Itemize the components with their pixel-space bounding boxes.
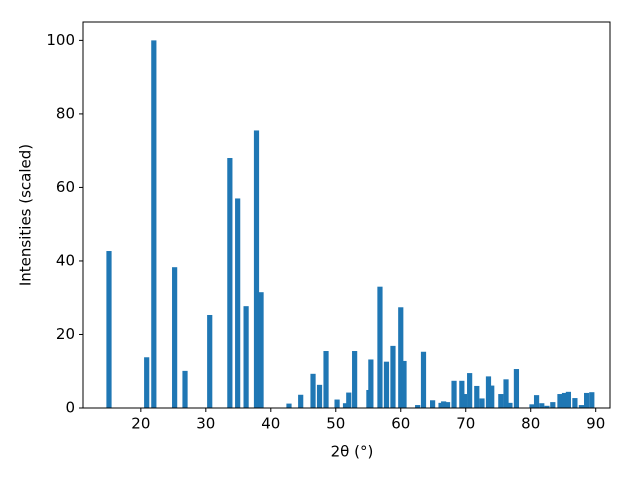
bar [323,351,329,408]
bar [346,392,352,408]
bar [383,361,390,408]
x-tick-label: 60 [391,415,410,433]
bar [377,286,383,408]
bar [513,369,520,408]
bar [415,405,421,408]
bar [589,392,595,408]
x-tick-label: 90 [586,415,605,433]
y-tick-label: 20 [56,325,75,343]
bar [498,394,504,408]
bar [258,292,264,408]
bar [227,158,233,408]
bar [207,314,213,408]
y-axis-label: Intensities (scaled) [17,144,35,286]
bar [533,395,540,408]
bar [316,384,323,408]
x-tick-label: 30 [196,415,215,433]
bar [235,198,241,408]
bar [474,385,480,408]
y-tick-label: 40 [56,251,75,269]
bar [444,402,451,408]
y-tick-label: 100 [46,31,75,49]
x-tick-label: 20 [131,415,150,433]
bar [342,403,349,408]
bar [557,394,563,408]
bar [172,267,178,408]
bar [503,379,509,408]
bar [182,370,188,408]
bar [390,345,396,408]
bar [401,360,407,408]
bar [507,402,513,408]
x-tick-label: 50 [326,415,345,433]
bar [253,130,260,408]
bar [539,403,545,408]
bar [106,251,112,408]
bar [298,394,304,408]
bar [550,402,556,408]
plot-frame [82,21,611,409]
y-tick-label: 60 [56,178,75,196]
bar [368,359,374,408]
bar [352,351,358,408]
bar [461,394,468,408]
y-tick-label: 80 [56,104,75,122]
bar [529,404,535,408]
x-tick-label: 40 [261,415,280,433]
bar [144,357,150,408]
bar [489,385,495,408]
bar [420,351,427,408]
y-tick-label: 0 [65,399,75,417]
x-tick-label: 80 [521,415,540,433]
bar [451,380,457,408]
bar [561,392,568,408]
bar [578,405,585,408]
bar [572,398,578,408]
bar [544,405,550,408]
bar [441,401,447,408]
x-tick-label: 70 [456,415,475,433]
bar [334,399,340,408]
bar [310,373,316,408]
bar [584,392,590,408]
bar [485,376,492,408]
bar [467,373,473,408]
bar [151,40,157,408]
bar [479,398,485,408]
bar [243,306,249,408]
bar [286,403,292,408]
x-axis-label: 2θ (°) [331,443,374,461]
bar [565,391,572,408]
bar [430,400,436,408]
bar [398,307,404,408]
